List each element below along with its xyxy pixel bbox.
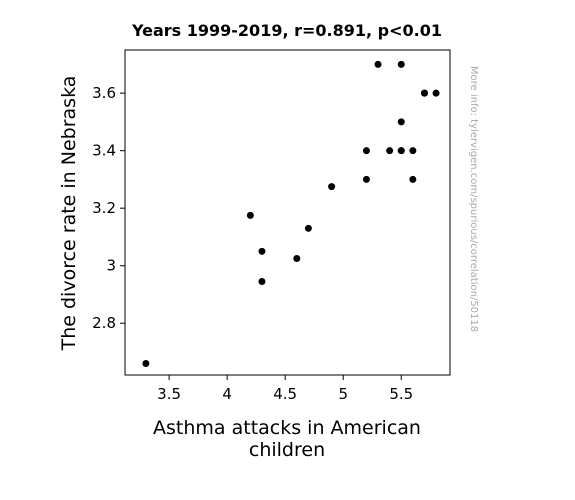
data-points <box>142 60 440 367</box>
source-watermark: More info: tylervigen.com/spurious/corre… <box>468 66 479 332</box>
x-tick-label: 4 <box>222 385 232 403</box>
x-axis-label-line-1: Asthma attacks in American <box>153 417 421 439</box>
data-point <box>362 175 370 183</box>
data-point <box>409 175 417 183</box>
data-point <box>246 211 254 219</box>
x-tick-label: 5 <box>338 385 348 403</box>
x-tick-label: 4.5 <box>273 385 297 403</box>
data-point <box>432 89 440 97</box>
x-axis: 3.5 4 4.5 5 5.5 <box>157 375 413 403</box>
data-point <box>304 224 312 232</box>
y-axis: 2.8 3 3.2 3.4 3.6 <box>92 84 125 332</box>
data-point <box>328 183 336 191</box>
data-point <box>258 278 266 286</box>
y-tick-label: 3 <box>106 257 116 275</box>
data-point <box>258 247 266 255</box>
y-tick-label: 3.4 <box>92 142 116 160</box>
data-point <box>409 147 417 155</box>
x-tick-label: 5.5 <box>389 385 413 403</box>
data-point <box>374 60 382 68</box>
y-tick-label: 3.2 <box>92 199 116 217</box>
data-point <box>142 359 150 367</box>
chart-title: Years 1999-2019, r=0.891, p<0.01 <box>131 21 442 40</box>
plot-area <box>124 49 451 376</box>
data-point <box>397 118 405 126</box>
data-point <box>386 147 394 155</box>
x-tick-label: 3.5 <box>157 385 181 403</box>
data-point <box>397 147 405 155</box>
plot-frame <box>124 49 451 376</box>
x-axis-label-line-2: children <box>249 439 325 461</box>
data-point <box>420 89 428 97</box>
data-point <box>362 147 370 155</box>
data-point <box>293 255 301 263</box>
data-point <box>397 60 405 68</box>
y-tick-label: 2.8 <box>92 314 116 332</box>
y-tick-label: 3.6 <box>92 84 116 102</box>
y-axis-label: The divorce rate in Nebraska <box>58 76 80 352</box>
